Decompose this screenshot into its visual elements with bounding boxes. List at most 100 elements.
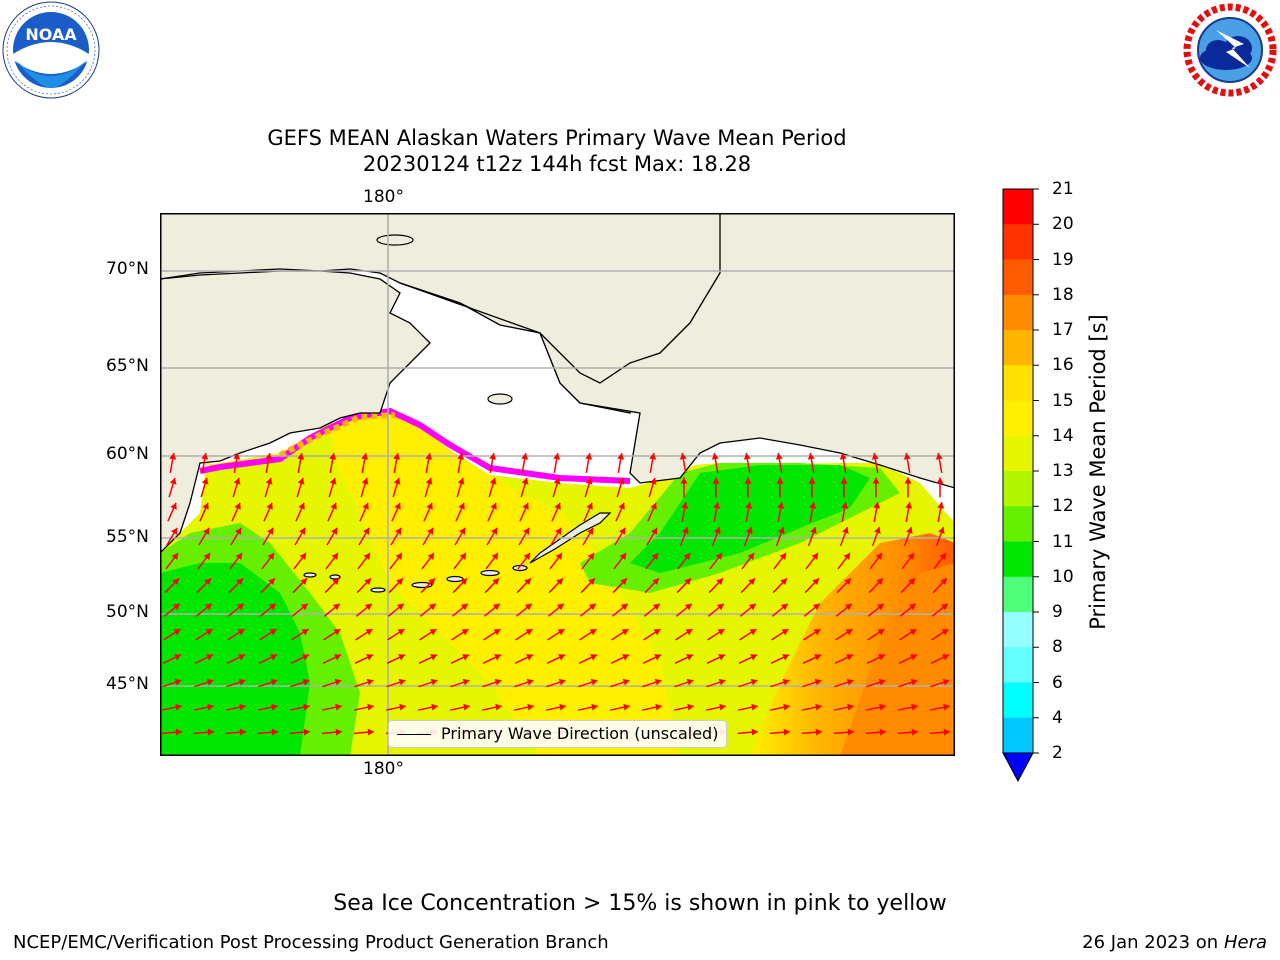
wave-arrow-head (169, 477, 177, 485)
wave-arrow-head (846, 678, 854, 686)
wave-arrow-head (747, 553, 755, 560)
wave-arrow-head (749, 629, 757, 636)
wave-arrow-head (942, 678, 950, 686)
wave-arrow-head (523, 527, 530, 535)
wave-arrow-head (810, 527, 817, 534)
wave-arrow-head (778, 527, 785, 534)
wave-arrow-head (588, 578, 595, 586)
sea-ice-note: Sea Ice Concentration > 15% is shown in … (333, 891, 947, 916)
wave-arrow-head (297, 477, 305, 485)
chart-subtitle: 20230124 t12z 144h fcst Max: 18.28 (362, 152, 752, 176)
wave-arrow-head (524, 578, 531, 586)
wave-arrow-head (654, 654, 662, 661)
colorbar-segment (1003, 576, 1033, 613)
lat-label-60: 60°N (106, 444, 149, 464)
wave-arrow-head (492, 603, 500, 611)
wave-arrow-head (430, 654, 438, 661)
wave-arrow-head (939, 553, 947, 560)
wave-arrow-head (717, 629, 725, 636)
wave-arrow-head (170, 502, 177, 510)
colorbar-tick-label: 17 (1052, 320, 1074, 340)
wave-arrow-head (940, 578, 947, 586)
wave-arrow-head (841, 502, 849, 509)
wave-arrow-head (526, 678, 534, 686)
wave-arrow-head (203, 553, 211, 560)
wave-arrow-head (687, 703, 694, 711)
wave-arrow-head (461, 629, 469, 636)
wave-arrow-head (174, 654, 182, 661)
wave-arrow-head (750, 678, 758, 686)
map-panel (160, 213, 955, 756)
wave-arrow-head (842, 527, 849, 534)
wave-arrow-head (651, 527, 658, 535)
wave-arrow-head (839, 453, 847, 460)
wave-arrow-head (361, 453, 369, 460)
wave-arrow-head (553, 477, 561, 485)
legend-line-icon (397, 734, 431, 735)
wave-arrow-head (591, 703, 598, 711)
colorbar-segment (1003, 365, 1033, 401)
lat-label-55: 55°N (106, 527, 149, 547)
colorbar-segment (1003, 717, 1033, 754)
wave-arrow-head (459, 527, 466, 535)
wave-arrow-head (872, 477, 880, 484)
wave-arrow-head (303, 703, 310, 711)
wave-arrow-head (398, 678, 406, 686)
wave-arrow-head (844, 603, 852, 611)
wave-field-yellow (330, 408, 680, 756)
colorbar-segment (1003, 330, 1033, 366)
colorbar-tick-label: 13 (1052, 461, 1074, 481)
wave-arrow-head (431, 703, 438, 711)
wave-arrow-head (429, 629, 437, 636)
wave-arrow-head (365, 629, 373, 636)
wave-arrow-head (558, 654, 566, 661)
wave-arrow-head (744, 477, 752, 484)
wave-arrow-head (331, 553, 339, 560)
wave-arrow-head (427, 527, 434, 535)
wave-arrow-head (362, 502, 369, 510)
colorbar (1000, 187, 1040, 787)
wave-arrow-head (873, 502, 881, 509)
wave-arrow-head (711, 453, 719, 460)
wave-arrow-head (494, 678, 502, 686)
wave-arrow-head (622, 678, 630, 686)
wave-arrow-head (746, 527, 753, 534)
wave-arrow-head (299, 527, 306, 535)
wave-arrow-head (558, 678, 566, 686)
wave-arrow-head (808, 477, 816, 484)
wave-arrow-head (361, 477, 369, 485)
wave-arrow-head (267, 527, 274, 535)
map-svg (160, 213, 955, 756)
wave-arrow-head (649, 453, 657, 460)
wave-arrow-head (329, 453, 337, 460)
wave-arrow-head (555, 527, 562, 535)
wave-arrow-head (425, 477, 433, 485)
wave-arrow-head (878, 678, 886, 686)
colorbar-segment (1003, 224, 1033, 260)
wave-arrow-head (907, 553, 915, 560)
wave-arrow-head (557, 629, 565, 636)
nws-logo (1180, 0, 1280, 100)
wave-arrow-head (206, 678, 214, 686)
colorbar-segment (1003, 294, 1033, 331)
wave-arrow-head (297, 453, 305, 460)
wave-arrow-head (653, 629, 661, 636)
wave-arrow-head (684, 578, 691, 586)
sea-ice-edge (199, 407, 631, 484)
wave-field-east-dark (840, 563, 955, 756)
wave-arrow-head (267, 553, 275, 560)
wave-arrow-head (238, 654, 246, 661)
wave-arrow-head (585, 453, 593, 460)
wave-arrow-head (396, 603, 404, 611)
wave-arrow-head (521, 453, 529, 460)
sea-ice-edge-inner (278, 412, 396, 458)
wave-arrow-head (684, 603, 692, 611)
wave-arrow-head (174, 678, 182, 686)
colorbar-segment (1003, 400, 1033, 437)
land-alaska (399, 213, 955, 489)
wave-arrow-head (718, 678, 726, 686)
wave-arrow-head (871, 453, 879, 460)
wave-arrow-head (172, 578, 179, 586)
wave-arrow-head (460, 603, 468, 611)
wave-arrow-head (491, 527, 498, 535)
